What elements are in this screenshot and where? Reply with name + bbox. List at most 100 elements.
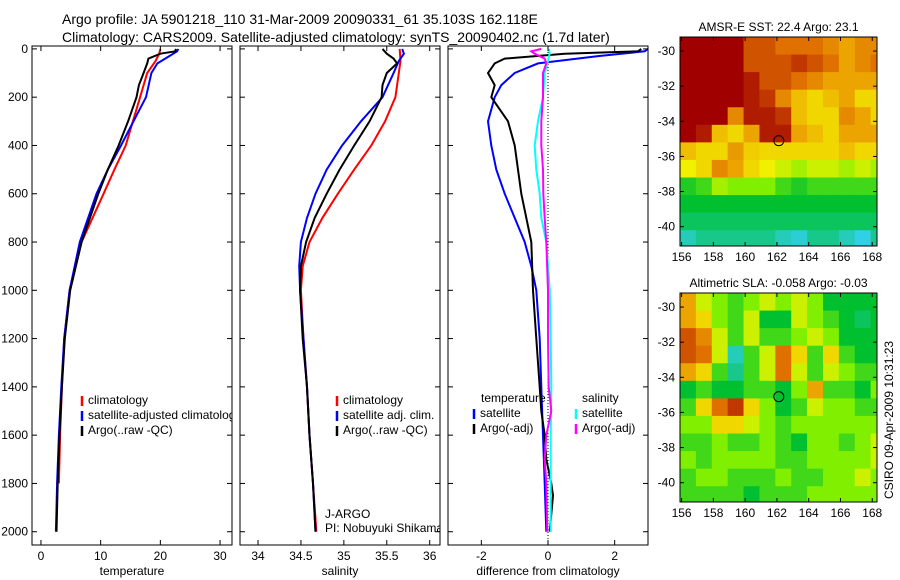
- map-cell: [711, 433, 729, 452]
- map-cell: [791, 328, 808, 347]
- map-cell: [870, 54, 877, 73]
- map-cell: [775, 451, 792, 470]
- map-cell: [695, 195, 713, 214]
- lon-tick-label: 158: [703, 250, 723, 264]
- map-cell: [822, 72, 840, 91]
- map-cell: [822, 398, 840, 417]
- map-cell: [727, 212, 745, 231]
- x-tick-label: 20: [154, 549, 168, 563]
- legend-header-salinity: salinity: [582, 391, 619, 405]
- map-cell: [854, 177, 872, 196]
- map-cell: [711, 177, 729, 196]
- map-cell: [870, 37, 877, 56]
- map-cell: [807, 451, 824, 470]
- map-cell: [791, 177, 808, 196]
- map-cell: [870, 433, 877, 452]
- map-cell: [743, 54, 760, 73]
- map-cell: [743, 124, 760, 143]
- x-tick-label: 0: [545, 549, 552, 563]
- map-cell: [727, 451, 745, 470]
- map-cell: [838, 293, 856, 312]
- x-tick-label: 35.5: [375, 549, 399, 563]
- map-cell: [791, 89, 808, 108]
- legend-header-temperature: temperature: [481, 391, 546, 405]
- lat-tick-label: -30: [658, 300, 676, 314]
- map-cell: [695, 433, 713, 452]
- map-cell: [838, 415, 856, 435]
- map-cell: [727, 72, 745, 91]
- map-cell: [695, 37, 713, 56]
- map-cell: [743, 310, 760, 329]
- map-cell: [822, 212, 840, 231]
- map-cell: [870, 177, 877, 196]
- map-title: Altimetric SLA: -0.058 Argo: -0.03: [689, 276, 867, 290]
- map-cell: [854, 37, 872, 56]
- map-cell: [775, 433, 792, 452]
- map-cell: [854, 72, 872, 91]
- sla-map: Altimetric SLA: -0.058 Argo: -0.03 156 158…: [658, 276, 883, 520]
- map-cell: [711, 380, 729, 399]
- map-cell: [838, 230, 856, 246]
- map-cell: [854, 363, 872, 382]
- map-cell: [807, 195, 824, 214]
- map-cell: [854, 415, 872, 435]
- map-cell: [854, 89, 872, 108]
- map-cell: [695, 54, 713, 73]
- lon-tick-label: 164: [799, 506, 819, 520]
- map-cell: [838, 398, 856, 417]
- map-cell: [727, 310, 745, 329]
- map-cell: [727, 124, 745, 143]
- map-cell: [822, 486, 840, 502]
- x-tick-label: 2: [611, 549, 618, 563]
- map-cell: [695, 310, 713, 329]
- map-cell: [775, 89, 792, 108]
- map-cell: [838, 212, 856, 231]
- map-cell: [838, 345, 856, 364]
- map-cell: [807, 345, 824, 364]
- map-cell: [775, 177, 792, 196]
- map-cell: [727, 328, 745, 347]
- map-cell: [807, 37, 824, 56]
- x-tick-label: 36: [423, 549, 437, 563]
- map-cell: [870, 230, 877, 246]
- x-tick-label: 34: [251, 549, 265, 563]
- map-cell: [759, 107, 776, 126]
- map-cell: [727, 89, 745, 108]
- lat-tick-label: -34: [658, 370, 676, 384]
- map-cell: [695, 345, 713, 364]
- map-cell: [695, 328, 713, 347]
- map-cell: [807, 380, 824, 399]
- map-cell: [870, 310, 877, 329]
- map-cell: [680, 380, 697, 399]
- map-cell: [870, 451, 877, 470]
- map-cell: [775, 107, 792, 126]
- map-cell: [743, 37, 760, 56]
- map-cells: [680, 293, 877, 502]
- map-cell: [854, 212, 872, 231]
- map-cell: [838, 363, 856, 382]
- map-cell: [680, 363, 697, 382]
- y-tick-label: 800: [8, 235, 28, 249]
- legend-label: Argo(-adj): [582, 421, 635, 435]
- legend-label: satellite: [480, 406, 521, 420]
- map-cell: [727, 142, 745, 161]
- map-cell: [791, 345, 808, 364]
- map-cell: [791, 433, 808, 452]
- map-cell: [838, 177, 856, 196]
- map-cell: [759, 433, 776, 452]
- map-cell: [759, 415, 776, 435]
- lon-tick-label: 166: [830, 250, 850, 264]
- map-cell: [775, 159, 792, 179]
- argo-location-marker: [773, 391, 785, 403]
- map-cell: [870, 486, 877, 502]
- map-cell: [870, 293, 877, 312]
- map-cell: [743, 451, 760, 470]
- argo-location-marker: [773, 135, 785, 147]
- map-cell: [791, 159, 808, 179]
- map-cell: [791, 310, 808, 329]
- map-cell: [822, 89, 840, 108]
- y-tick-label: 1200: [1, 332, 28, 346]
- map-cell: [695, 415, 713, 435]
- map-cell: [743, 468, 760, 487]
